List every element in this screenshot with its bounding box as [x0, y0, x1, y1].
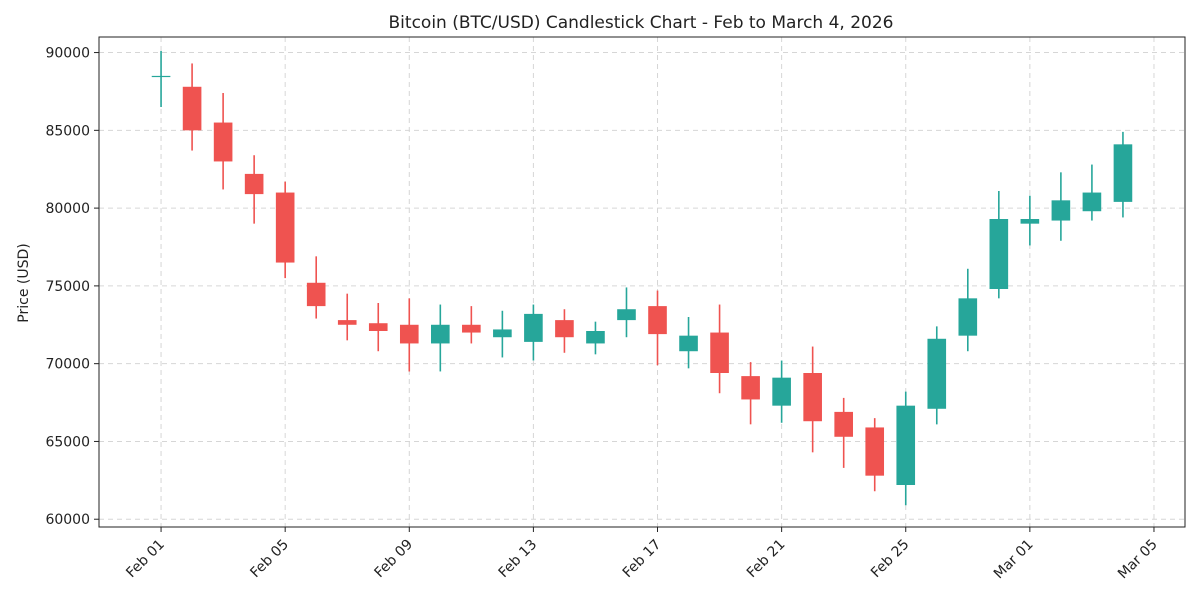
- grid-lines: [99, 37, 1185, 527]
- candle-2026-02-10: [431, 304, 450, 372]
- candle-body: [1051, 200, 1071, 221]
- candle-2026-02-07: [337, 293, 357, 341]
- candle-body: [617, 309, 636, 321]
- candle-body: [865, 427, 885, 476]
- candle-body: [555, 320, 574, 338]
- candle-2026-02-23: [834, 397, 853, 468]
- candle-body: [989, 219, 1009, 289]
- y-tick-label: 90000: [45, 46, 90, 62]
- candle-body: [431, 324, 450, 344]
- candle-2026-02-18: [679, 317, 698, 369]
- candle-2026-02-06: [306, 256, 326, 319]
- candle-body: [927, 338, 947, 409]
- x-tick-label: Feb 09: [372, 537, 417, 582]
- y-tick-label: 70000: [45, 357, 90, 373]
- x-tick-label: Feb 25: [868, 537, 913, 582]
- x-tick-label: Feb 05: [247, 537, 292, 582]
- candle-2026-02-05: [275, 181, 295, 279]
- candle-body: [710, 332, 729, 373]
- candle-body: [741, 376, 760, 400]
- y-tick-label: 60000: [45, 512, 90, 528]
- candle-2026-02-03: [213, 93, 233, 190]
- candle-body: [1020, 219, 1040, 224]
- candle-2026-02-21: [772, 360, 791, 423]
- chart-title: Bitcoin (BTC/USD) Candlestick Chart - Fe…: [389, 13, 894, 33]
- axes: 60000 65000 70000 75000 80000 85000 90000 Feb 0…: [45, 46, 1160, 583]
- candle-body: [896, 405, 916, 485]
- candle-body: [1113, 144, 1133, 202]
- y-tick-label: 85000: [45, 123, 90, 139]
- candle-body: [306, 282, 326, 307]
- x-tick-label: Feb 01: [123, 537, 168, 582]
- candle-2026-03-01: [1020, 195, 1040, 246]
- candle-2026-02-13: [524, 304, 543, 361]
- candle-body: [462, 324, 481, 333]
- candle-body: [244, 173, 264, 195]
- candle-2026-02-24: [865, 418, 885, 492]
- candle-body: [679, 335, 698, 352]
- candle-2026-02-17: [648, 290, 667, 366]
- x-tick-label: Feb 21: [744, 537, 789, 582]
- candle-2026-02-15: [586, 321, 605, 355]
- candle-body: [803, 373, 822, 422]
- candle-body: [337, 320, 357, 325]
- candle-body: [834, 411, 853, 437]
- candle-2026-02-09: [399, 298, 419, 372]
- candle-body: [275, 192, 295, 263]
- candle-body: [524, 313, 543, 342]
- candle-2026-02-25: [896, 391, 916, 506]
- x-tick-label: Mar 05: [1115, 537, 1161, 583]
- candle-body: [648, 306, 667, 335]
- y-tick-label: 75000: [45, 279, 90, 295]
- candles: [151, 51, 1133, 506]
- candle-2026-02-02: [182, 63, 202, 151]
- candle-body: [1082, 192, 1102, 212]
- candle-body: [772, 377, 791, 406]
- candle-body: [958, 298, 978, 336]
- candle-body: [586, 331, 605, 344]
- plot-frame: [98, 36, 1186, 528]
- candle-2026-02-22: [803, 346, 822, 453]
- candle-2026-03-04: [1113, 131, 1133, 218]
- candle-2026-03-03: [1082, 164, 1102, 221]
- y-axis-label: Price (USD): [16, 243, 32, 322]
- candle-2026-02-12: [493, 310, 512, 358]
- candle-2026-02-01: [151, 51, 171, 107]
- candle-body: [399, 324, 419, 344]
- candle-2026-02-19: [710, 304, 729, 394]
- candle-2026-02-16: [617, 287, 636, 338]
- candle-2026-02-04: [244, 155, 264, 224]
- candle-body: [182, 86, 202, 131]
- candle-2026-02-26: [927, 326, 947, 425]
- x-tick-label: Feb 17: [620, 537, 665, 582]
- y-tick-label: 65000: [45, 434, 90, 450]
- candle-2026-02-20: [741, 362, 760, 425]
- candle-2026-02-14: [555, 309, 574, 353]
- y-tick-label: 80000: [45, 201, 90, 217]
- candle-2026-02-28: [989, 191, 1009, 299]
- candle-2026-02-11: [462, 306, 481, 344]
- candle-body: [213, 122, 233, 162]
- candle-2026-02-27: [958, 268, 978, 352]
- candle-body: [151, 75, 171, 78]
- x-tick-label: Mar 01: [991, 537, 1037, 583]
- candle-body: [368, 323, 388, 331]
- x-tick-label: Feb 13: [496, 537, 541, 582]
- candle-2026-02-08: [368, 303, 388, 352]
- candle-2026-03-02: [1051, 172, 1071, 241]
- candle-body: [493, 329, 512, 338]
